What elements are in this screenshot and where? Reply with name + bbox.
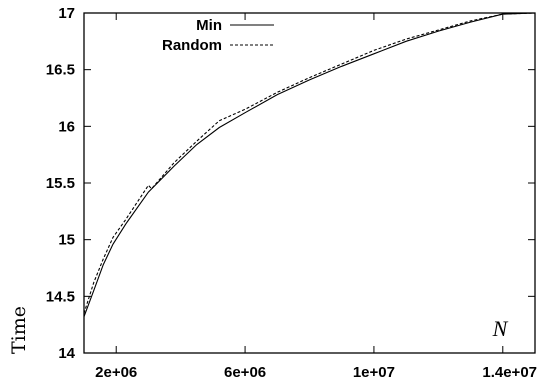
y-axis-title: Time xyxy=(8,306,30,354)
x-tick-label: 6e+06 xyxy=(224,364,266,381)
y-tick-label: 16 xyxy=(58,118,75,135)
y-tick-label: 15.5 xyxy=(46,175,75,192)
x-tick-label: 1e+07 xyxy=(353,364,395,381)
y-tick-label: 15 xyxy=(58,232,75,249)
y-tick-label: 16.5 xyxy=(46,62,75,79)
tick-labels: 2e+06 6e+06 1e+07 1.4e+07 14 14.5 15 15.5 16 16.5… xyxy=(46,5,537,381)
x-tick-label: 1.4e+07 xyxy=(482,364,537,381)
series-lines xyxy=(83,12,536,317)
legend: Min Random xyxy=(162,17,274,54)
legend-label-random: Random xyxy=(162,37,222,54)
x-axis-title: N xyxy=(492,316,509,341)
legend-label-min: Min xyxy=(196,17,222,34)
series-line-random xyxy=(83,12,536,314)
y-tick-label: 14 xyxy=(58,345,75,362)
y-tick-label: 14.5 xyxy=(46,288,75,305)
plot-frame xyxy=(83,12,536,354)
series-line-min xyxy=(83,12,536,317)
tick-marks xyxy=(84,12,535,354)
x-tick-label: 2e+06 xyxy=(95,364,137,381)
y-tick-label: 17 xyxy=(58,5,75,22)
